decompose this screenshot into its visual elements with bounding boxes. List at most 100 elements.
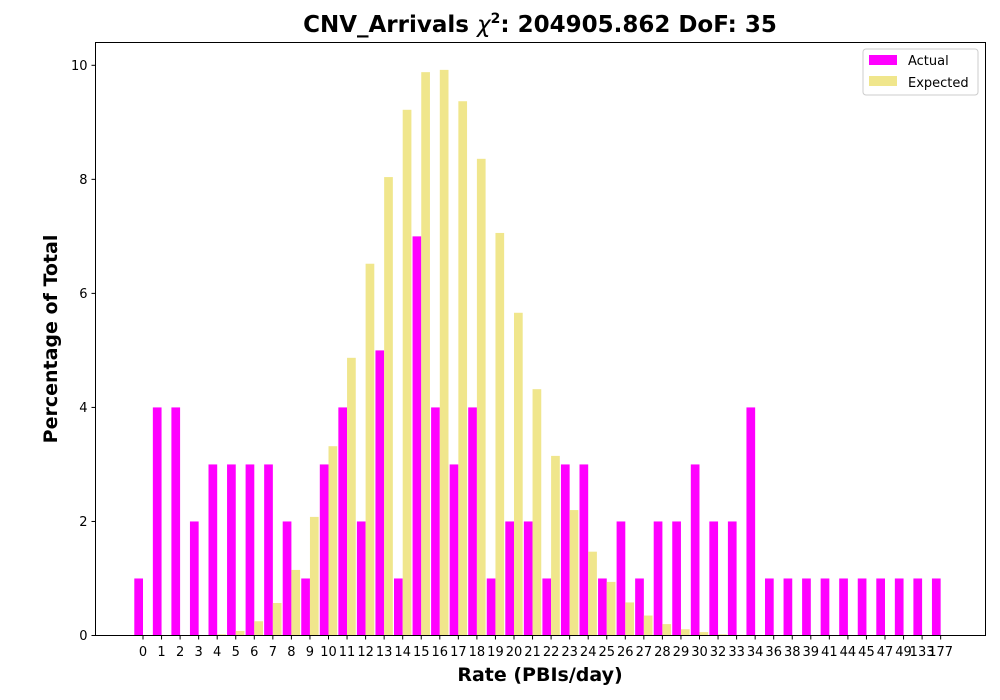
x-tick-label: 18: [469, 645, 486, 660]
x-tick-label: 38: [784, 645, 801, 660]
bar-expected-7: [273, 603, 282, 636]
x-tick-label: 21: [524, 645, 541, 660]
bar-actual-28: [654, 521, 663, 635]
bar-expected-19: [495, 233, 504, 636]
bar-expected-8: [291, 570, 300, 636]
bar-expected-12: [366, 264, 375, 636]
bar-expected-21: [533, 389, 542, 635]
bar-actual-38: [784, 578, 793, 635]
x-tick-label: 7: [269, 645, 277, 660]
bar-expected-23: [570, 510, 579, 635]
x-tick-label: 6: [250, 645, 258, 660]
x-ticks: 0 1 2 3 4 5 6 7 8 9 10 11 12 13 14 15 16 17 18 19 20 21 22 23 24…: [139, 636, 953, 661]
bar-expected-9: [310, 517, 319, 636]
x-tick-label: 8: [287, 645, 295, 660]
x-tick-label: 4: [213, 645, 221, 660]
x-tick-label: 25: [598, 645, 615, 660]
bar-actual-6: [246, 464, 255, 635]
legend-label-actual: Actual: [908, 54, 949, 69]
y-tick-label: 8: [79, 173, 87, 188]
bar-actual-15: [413, 236, 422, 635]
bar-expected-15: [421, 72, 430, 635]
x-tick-label: 26: [617, 645, 634, 660]
bar-actual-29: [672, 521, 681, 635]
bar-actual-45: [858, 578, 867, 635]
bar-actual-2: [171, 407, 180, 635]
x-tick-label: 23: [561, 645, 578, 660]
bar-actual-9: [301, 578, 310, 635]
x-tick-label: 16: [432, 645, 449, 660]
bar-expected-13: [384, 177, 393, 635]
bar-expected-22: [551, 456, 560, 636]
bar-expected-20: [514, 313, 523, 636]
legend-swatch-expected: [869, 76, 897, 86]
bar-actual-20: [505, 521, 514, 635]
bar-actual-133: [913, 578, 922, 635]
bar-actual-34: [746, 407, 755, 635]
bar-actual-49: [895, 578, 904, 635]
x-tick-label: 2: [176, 645, 184, 660]
x-tick-label: 45: [858, 645, 875, 660]
bar-actual-8: [283, 521, 292, 635]
bar-actual-10: [320, 464, 329, 635]
bar-actual-4: [209, 464, 218, 635]
x-tick-label: 11: [339, 645, 356, 660]
bar-expected-25: [607, 582, 616, 636]
y-ticks: 0 2 4 6 8 10: [71, 59, 96, 644]
bar-expected-24: [588, 552, 597, 636]
bar-actual-17: [450, 464, 459, 635]
bar-actual-27: [635, 578, 644, 635]
x-tick-label: 12: [357, 645, 374, 660]
x-tick-label: 9: [306, 645, 314, 660]
bar-actual-30: [691, 464, 700, 635]
x-tick-label: 30: [691, 645, 708, 660]
y-tick-label: 0: [79, 629, 87, 644]
bar-expected-28: [662, 624, 671, 635]
chart-title: CNV_Arrivals χ2: 204905.862 DoF: 35: [303, 11, 777, 38]
bars-layer: [134, 70, 940, 636]
bar-expected-16: [440, 70, 449, 636]
legend-label-expected: Expected: [908, 76, 969, 91]
bar-actual-36: [765, 578, 774, 635]
bar-expected-10: [329, 446, 338, 635]
x-tick-label: 36: [765, 645, 782, 660]
bar-actual-26: [617, 521, 626, 635]
bar-expected-6: [254, 621, 263, 635]
x-tick-label: 44: [840, 645, 857, 660]
x-tick-label: 17: [450, 645, 467, 660]
bar-actual-23: [561, 464, 570, 635]
bar-actual-7: [264, 464, 273, 635]
bar-actual-39: [802, 578, 811, 635]
bar-actual-22: [542, 578, 551, 635]
y-tick-label: 10: [71, 59, 88, 74]
bar-expected-14: [403, 110, 412, 636]
x-tick-label: 20: [506, 645, 523, 660]
bar-actual-16: [431, 407, 440, 635]
y-axis-label: Percentage of Total: [40, 235, 62, 444]
bar-actual-13: [375, 350, 384, 635]
x-tick-label: 39: [803, 645, 820, 660]
y-tick-label: 4: [79, 401, 87, 416]
y-tick-label: 2: [79, 515, 87, 530]
x-tick-label: 15: [413, 645, 430, 660]
x-tick-label: 14: [394, 645, 411, 660]
x-axis-label: Rate (PBIs/day): [457, 664, 622, 686]
bar-expected-30: [700, 632, 709, 635]
bar-actual-3: [190, 521, 199, 635]
bar-actual-1: [153, 407, 162, 635]
bar-actual-0: [134, 578, 143, 635]
bar-actual-24: [580, 464, 589, 635]
x-tick-label: 28: [654, 645, 671, 660]
bar-actual-44: [839, 578, 848, 635]
legend-swatch-actual: [869, 55, 897, 65]
bar-actual-25: [598, 578, 607, 635]
bar-actual-32: [709, 521, 718, 635]
x-tick-label: 24: [580, 645, 597, 660]
x-tick-label: 47: [877, 645, 894, 660]
bar-actual-5: [227, 464, 236, 635]
x-tick-label: 41: [821, 645, 838, 660]
bar-expected-18: [477, 159, 486, 636]
x-tick-label: 0: [139, 645, 147, 660]
bar-expected-29: [681, 629, 690, 635]
x-tick-label: 34: [747, 645, 764, 660]
